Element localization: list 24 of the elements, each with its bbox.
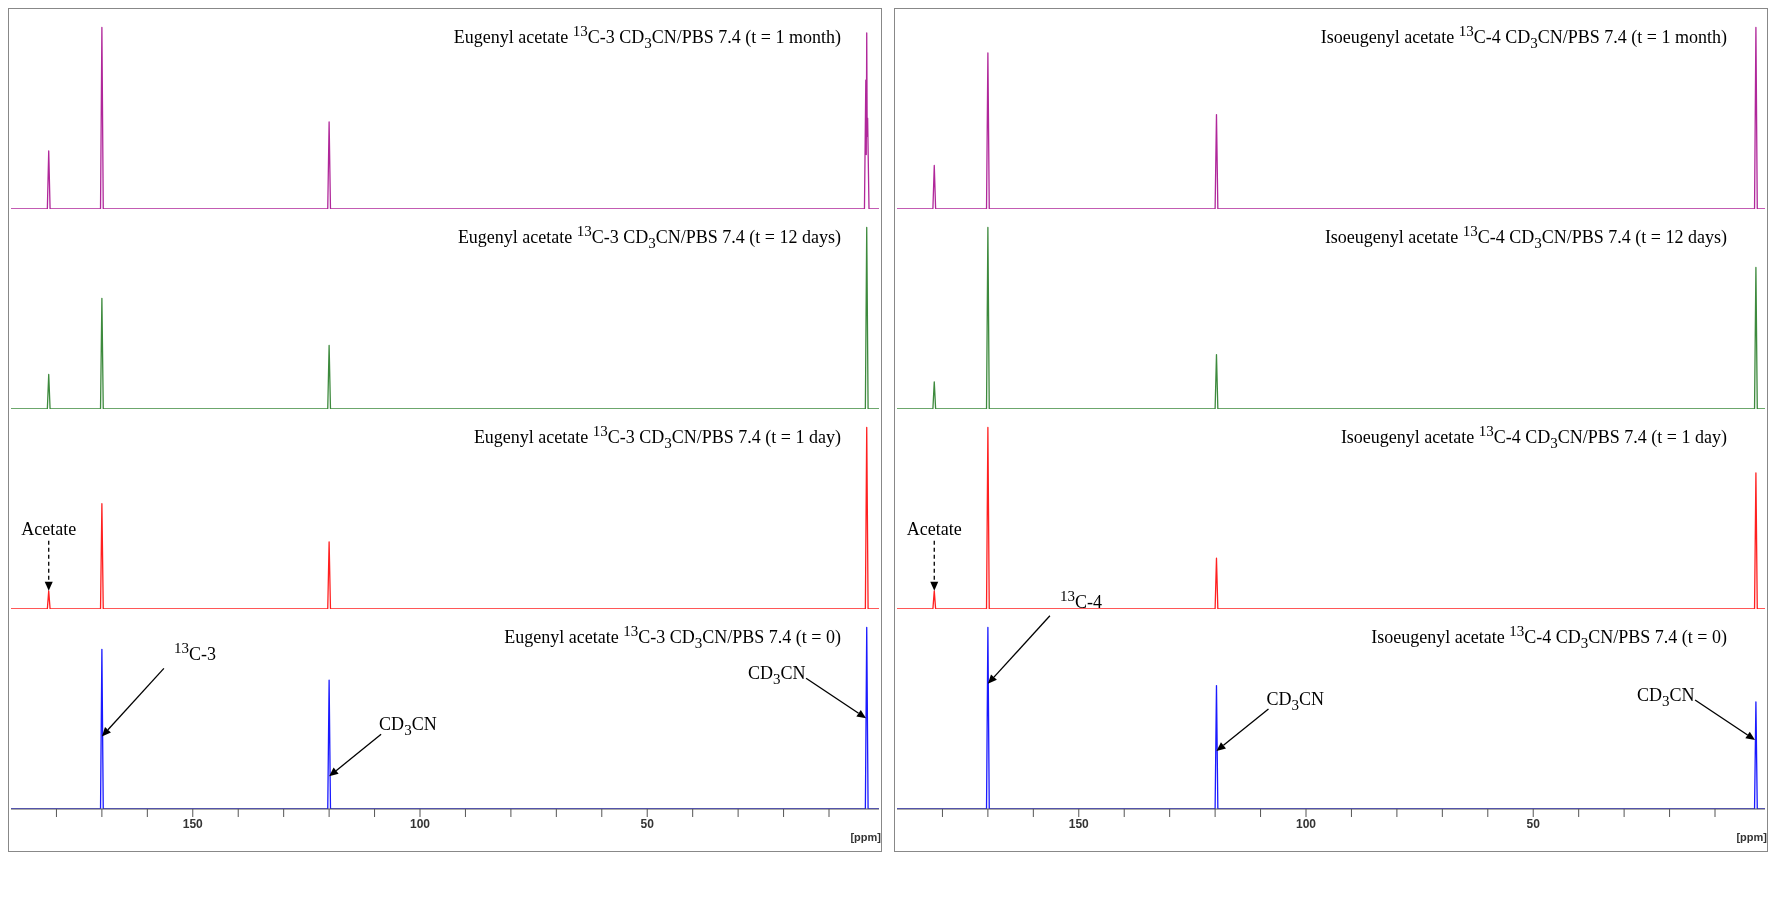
x-tick-label: 50 — [1526, 816, 1541, 831]
chart-title: Isoeugenyl acetate $^{13}$C-4 CD$_{3}$CN/PBS 7.4 (t = 1 month) — [1320, 23, 1727, 52]
chart-title: Isoeugenyl acetate $^{13}$C-4 CD$_{3}$CN/PBS 7.4 (t = 0) — [1371, 623, 1727, 652]
annotation: $^{13}$C-4 — [1059, 587, 1102, 613]
x-tick-label: 100 — [409, 816, 431, 831]
annotation: CD$_{3}$CN — [379, 714, 437, 739]
x-tick-label: 150 — [1068, 816, 1090, 831]
annotation: $^{13}$C-3 — [173, 640, 216, 666]
x-tick-label: 50 — [640, 816, 655, 831]
annotation: CD$_{3}$CN — [748, 663, 806, 688]
annotation: Acetate — [21, 518, 77, 540]
chart-title: Isoeugenyl acetate $^{13}$C-4 CD$_{3}$CN/PBS 7.4 (t = 1 day) — [1340, 423, 1727, 452]
x-tick-label: 100 — [1295, 816, 1317, 831]
annotation: CD$_{3}$CN — [1266, 688, 1324, 714]
x-tick-label: 150 — [182, 816, 204, 831]
chart-title: Isoeugenyl acetate $^{13}$C-4 CD$_{3}$CN/PBS 7.4 (t = 12 days) — [1324, 223, 1727, 252]
chart-title: Eugenyl acetate $^{13}$C-3 CD$_{3}$CN/PBS 7.4 (t = 1 day) — [473, 423, 841, 452]
annotation: Acetate — [906, 518, 962, 540]
chart-title: Eugenyl acetate $^{13}$C-3 CD$_{3}$CN/PBS 7.4 (t = 1 month) — [453, 23, 841, 52]
x-axis-title: [ppm] — [850, 831, 881, 843]
annotation: CD$_{3}$CN — [1637, 685, 1695, 710]
x-axis-title: [ppm] — [1736, 831, 1767, 843]
chart-title: Eugenyl acetate $^{13}$C-3 CD$_{3}$CN/PBS 7.4 (t = 12 days) — [457, 223, 841, 252]
chart-title: Eugenyl acetate $^{13}$C-3 CD$_{3}$CN/PBS 7.4 (t = 0) — [504, 623, 841, 652]
